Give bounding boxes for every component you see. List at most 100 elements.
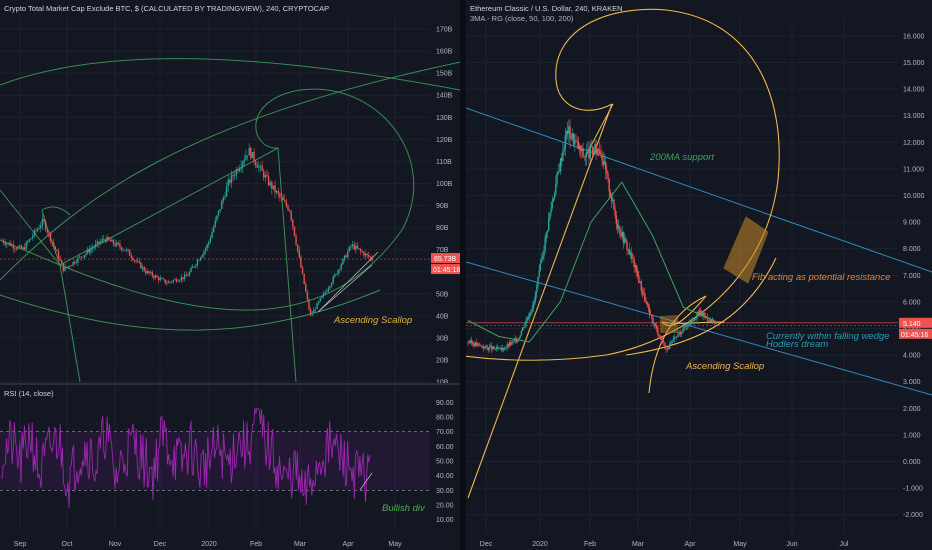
right-candle-body [708, 320, 710, 323]
right-candle-body [578, 145, 581, 149]
left-candle-body [167, 281, 170, 284]
left-x-tick-label: Feb [250, 541, 262, 548]
fib-spiral-curve [0, 61, 460, 281]
right-candle-body [672, 339, 674, 341]
right-candle-body [563, 148, 565, 152]
left-candle-body [212, 226, 215, 232]
left-candle-body [351, 244, 354, 246]
rsi-y-tick-label: 30.00 [436, 488, 454, 495]
left-candle-body [329, 286, 331, 289]
right-candle-body [506, 344, 508, 348]
ma-indicator-label: 3MA - RG (close, 50, 100, 200) [470, 14, 574, 23]
left-candle-body [137, 261, 139, 262]
left-candle-body [368, 254, 370, 257]
right-candle-body [689, 321, 691, 326]
left-candle-body [301, 267, 304, 274]
right-candle-body [481, 345, 483, 348]
right-candle-body [559, 158, 562, 172]
right-candle-body [513, 340, 515, 342]
left-candle-body [314, 308, 317, 310]
right-candle-body [498, 348, 500, 349]
panel-divider[interactable] [460, 0, 466, 550]
right-candle-body [617, 226, 620, 229]
left-candle-body [319, 298, 321, 302]
right-candle-body [510, 342, 512, 345]
left-candle-body [104, 239, 107, 242]
right-candle-body [508, 342, 511, 347]
left-candle-body [282, 197, 284, 201]
left-y-tick-label: 30B [436, 335, 449, 342]
right-candle-body [671, 340, 673, 343]
right-candle-body [599, 150, 601, 154]
left-candle-body [229, 179, 231, 183]
right-candle-body [547, 218, 550, 231]
left-y-tick-label: 160B [436, 49, 453, 56]
left-candle-body [285, 201, 288, 206]
left-candle-body [275, 191, 278, 193]
left-candle-body [40, 225, 42, 229]
right-candle-body [648, 307, 651, 315]
right-chart-canvas[interactable]: 16.000 15.000 14.000 13.000 12.000 11.000 10.0… [466, 0, 932, 550]
right-candle-body [679, 332, 682, 335]
left-candle-body [316, 303, 318, 309]
right-candle-body [650, 314, 652, 315]
right-x-tick-label: Jul [840, 541, 849, 548]
left-candle-body [99, 241, 102, 244]
left-candle-body [159, 278, 162, 281]
left-candle-body [366, 253, 368, 255]
left-candle-body [303, 273, 305, 284]
right-candle-body [505, 347, 507, 349]
right-candle-body [688, 325, 690, 326]
fib-spiral-curve [277, 147, 297, 383]
right-candle-body [697, 312, 699, 315]
right-candle-body [621, 231, 623, 237]
right-candle-body [601, 154, 603, 161]
left-candle-body [177, 281, 179, 282]
left-chart-canvas[interactable]: 170B 160B 150B 140B 130B 120B 110B 100B 90B 80B 70… [0, 0, 460, 550]
left-candle-body [35, 230, 37, 232]
right-candle-body [600, 153, 602, 155]
right-candle-body [545, 232, 548, 238]
left-candle-body [148, 271, 150, 273]
left-candle-body [340, 264, 343, 270]
left-candle-body [161, 278, 163, 279]
left-candle-body [98, 241, 100, 244]
ascending-scallop-annotation: Ascending Scallop [685, 361, 764, 372]
right-candle-body [627, 249, 629, 250]
left-y-tick-label: 130B [436, 115, 453, 122]
left-candle-body [6, 243, 8, 245]
right-candle-body [525, 319, 527, 324]
right-y-tick-label: 2.000 [903, 406, 921, 413]
left-candle-body [224, 196, 226, 198]
left-candle-body [135, 260, 137, 262]
left-candle-body [369, 256, 372, 258]
left-candle-body [2, 240, 5, 243]
right-candle-body [670, 342, 672, 344]
left-candle-body [67, 266, 69, 268]
right-candle-body [472, 343, 474, 345]
left-candle-body [193, 266, 195, 268]
left-candle-body [332, 276, 334, 284]
right-candle-body [533, 300, 536, 302]
left-candle-body [10, 244, 13, 246]
left-candle-body [51, 241, 53, 243]
left-y-tick-label: 20B [436, 357, 449, 364]
right-candle-body [569, 126, 571, 139]
left-x-tick-label: May [388, 541, 402, 548]
left-candle-body [78, 256, 81, 258]
right-candle-body [501, 348, 504, 350]
left-candle-body [180, 277, 183, 281]
right-candle-body [537, 276, 539, 286]
left-candle-body [337, 270, 339, 275]
right-candle-body [483, 346, 486, 349]
right-y-tick-label: 3.000 [903, 379, 921, 386]
right-candle-body [636, 271, 639, 276]
right-candle-body [628, 249, 631, 255]
left-candle-body [143, 267, 145, 271]
left-candle-body [311, 313, 313, 315]
right-candle-body [703, 312, 705, 318]
left-candle-body [248, 147, 250, 156]
left-candle-body [128, 250, 131, 256]
right-y-tick-label: 7.000 [903, 273, 921, 280]
left-candle-body [211, 231, 213, 239]
